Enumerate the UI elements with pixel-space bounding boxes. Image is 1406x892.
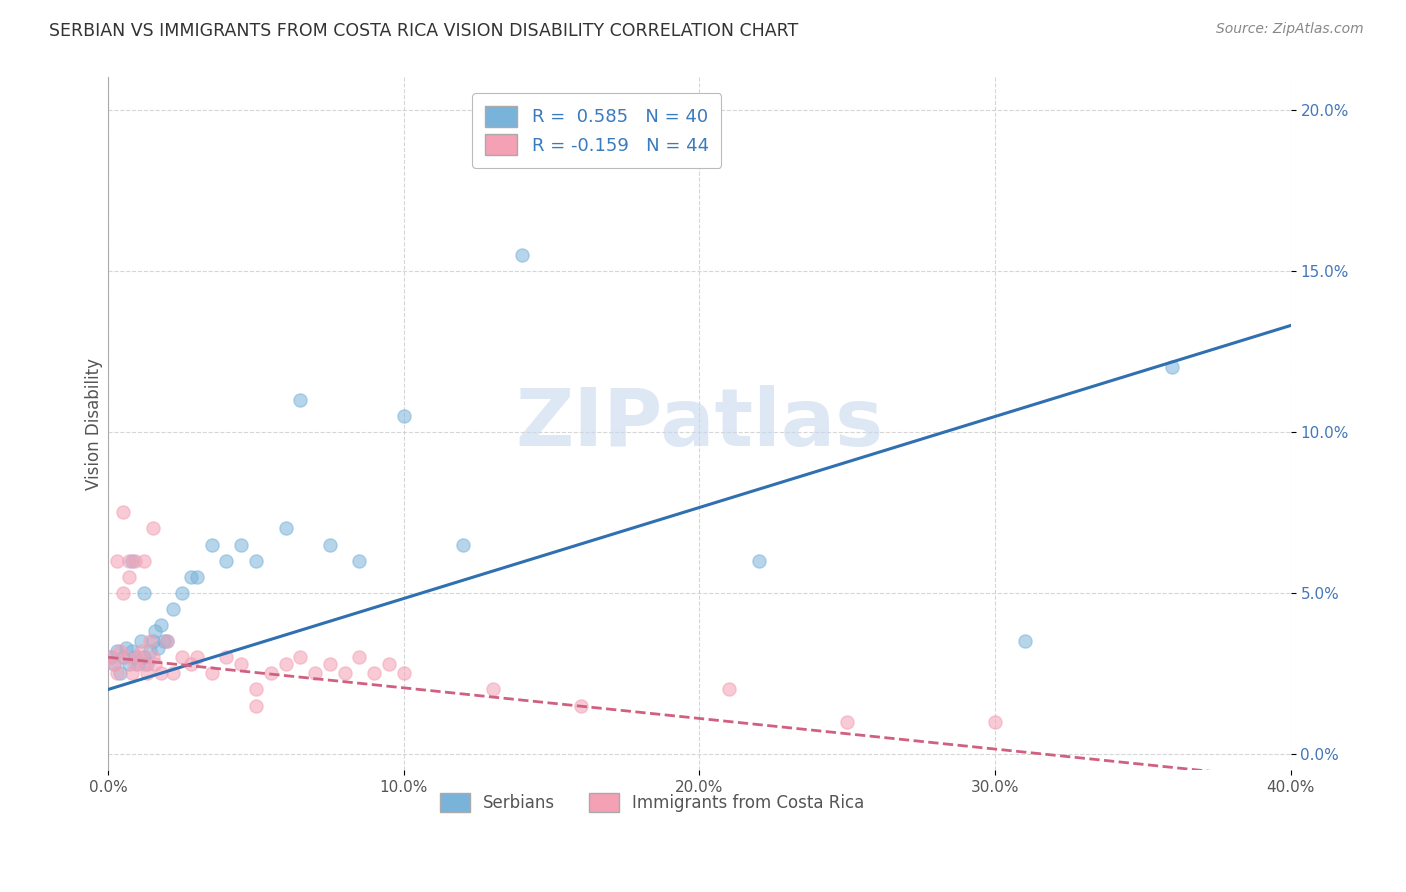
Point xyxy=(105,666,128,681)
Text: Source: ZipAtlas.com: Source: ZipAtlas.com xyxy=(1216,22,1364,37)
Point xyxy=(378,657,401,671)
Point xyxy=(245,553,267,567)
Point xyxy=(129,634,152,648)
Point xyxy=(150,618,173,632)
Point xyxy=(150,666,173,681)
Point xyxy=(481,682,503,697)
Point xyxy=(748,553,770,567)
Point xyxy=(100,650,122,665)
Point xyxy=(274,657,297,671)
Point xyxy=(172,586,194,600)
Point xyxy=(105,644,128,658)
Point xyxy=(121,666,143,681)
Point xyxy=(837,714,859,729)
Point xyxy=(569,698,592,713)
Point xyxy=(135,657,157,671)
Point xyxy=(260,666,283,681)
Point xyxy=(172,650,194,665)
Point xyxy=(132,650,155,665)
Point xyxy=(132,586,155,600)
Point xyxy=(180,570,202,584)
Y-axis label: Vision Disability: Vision Disability xyxy=(86,358,103,490)
Text: ZIPatlas: ZIPatlas xyxy=(516,384,883,463)
Point xyxy=(984,714,1007,729)
Point xyxy=(510,247,533,261)
Point xyxy=(186,570,208,584)
Point xyxy=(392,666,415,681)
Point xyxy=(135,666,157,681)
Point xyxy=(118,657,141,671)
Point xyxy=(121,644,143,658)
Point xyxy=(215,553,238,567)
Point xyxy=(118,553,141,567)
Point xyxy=(111,505,134,519)
Point xyxy=(138,644,160,658)
Point xyxy=(349,650,371,665)
Point xyxy=(138,634,160,648)
Point xyxy=(127,650,149,665)
Point xyxy=(124,650,146,665)
Point xyxy=(392,409,415,423)
Point xyxy=(111,586,134,600)
Point xyxy=(201,666,224,681)
Point xyxy=(451,537,474,551)
Point xyxy=(333,666,356,681)
Point xyxy=(245,682,267,697)
Point xyxy=(108,644,131,658)
Point xyxy=(162,666,184,681)
Point xyxy=(115,640,138,655)
Point xyxy=(349,553,371,567)
Point xyxy=(319,657,342,671)
Point xyxy=(319,537,342,551)
Point xyxy=(132,657,155,671)
Point xyxy=(186,650,208,665)
Point xyxy=(274,521,297,535)
Point xyxy=(156,634,179,648)
Point xyxy=(103,657,125,671)
Point xyxy=(108,666,131,681)
Point xyxy=(124,553,146,567)
Point xyxy=(127,657,149,671)
Point xyxy=(180,657,202,671)
Point xyxy=(145,657,167,671)
Point xyxy=(290,392,312,407)
Point xyxy=(111,650,134,665)
Point xyxy=(103,657,125,671)
Point xyxy=(105,553,128,567)
Legend: Serbians, Immigrants from Costa Rica: Serbians, Immigrants from Costa Rica xyxy=(429,781,876,824)
Point xyxy=(148,640,170,655)
Point xyxy=(115,650,138,665)
Point xyxy=(141,650,163,665)
Point xyxy=(215,650,238,665)
Point xyxy=(201,537,224,551)
Point xyxy=(245,698,267,713)
Point xyxy=(304,666,326,681)
Point xyxy=(290,650,312,665)
Point xyxy=(132,553,155,567)
Point xyxy=(156,634,179,648)
Point xyxy=(153,634,176,648)
Point xyxy=(141,521,163,535)
Point xyxy=(129,644,152,658)
Point xyxy=(100,650,122,665)
Point xyxy=(718,682,741,697)
Point xyxy=(1161,360,1184,375)
Point xyxy=(363,666,385,681)
Text: SERBIAN VS IMMIGRANTS FROM COSTA RICA VISION DISABILITY CORRELATION CHART: SERBIAN VS IMMIGRANTS FROM COSTA RICA VI… xyxy=(49,22,799,40)
Point xyxy=(231,657,253,671)
Point xyxy=(118,570,141,584)
Point xyxy=(1014,634,1036,648)
Point xyxy=(124,657,146,671)
Point xyxy=(231,537,253,551)
Point xyxy=(162,602,184,616)
Point xyxy=(145,624,167,639)
Point xyxy=(121,553,143,567)
Point xyxy=(141,634,163,648)
